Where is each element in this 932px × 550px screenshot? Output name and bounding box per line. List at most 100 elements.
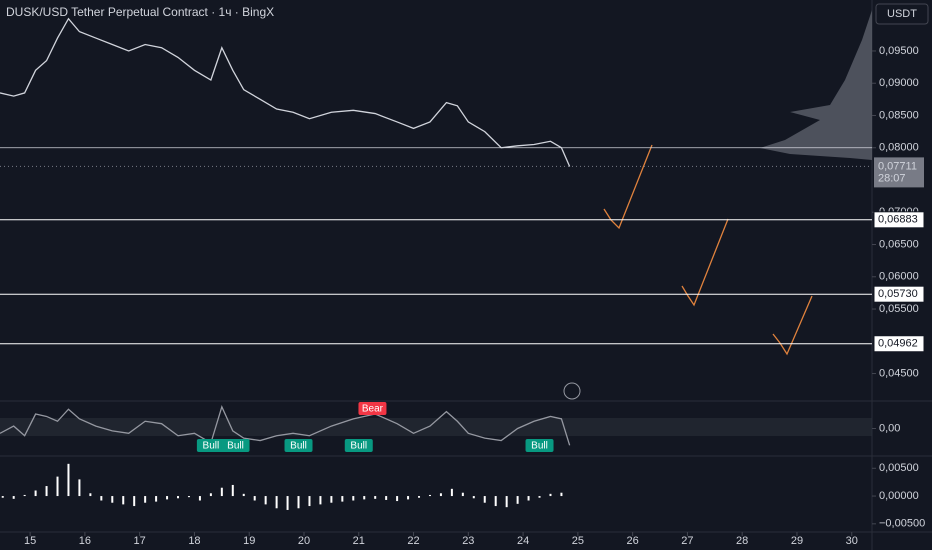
level-label: 0,05730 <box>878 288 918 300</box>
y-tick-label: 0,08500 <box>879 109 919 121</box>
series-line <box>0 17 571 167</box>
level-label: 0,06883 <box>878 214 918 226</box>
x-tick-label: 17 <box>134 535 146 547</box>
annotation-label: Bull <box>531 441 548 452</box>
bar <box>144 496 147 503</box>
bar <box>363 496 366 500</box>
bar <box>34 490 37 497</box>
x-tick-label: 28 <box>736 535 748 547</box>
x-tick-label: 25 <box>572 535 584 547</box>
chart-title: DUSK/USD Tether Perpetual Contract · 1ч … <box>6 5 274 19</box>
bar <box>111 496 114 503</box>
last-price-label: 0,07711 <box>878 160 917 172</box>
x-tick-label: 15 <box>24 535 36 547</box>
bar <box>286 496 289 510</box>
bar <box>330 496 333 503</box>
bar <box>494 496 497 507</box>
bar <box>385 496 388 500</box>
bar <box>209 493 212 497</box>
x-tick-label: 29 <box>791 535 803 547</box>
annotation-box <box>358 402 387 415</box>
y-tick-label: 0,05500 <box>879 303 919 315</box>
x-tick-label: 20 <box>298 535 310 547</box>
bar <box>45 486 48 497</box>
bar <box>220 487 223 497</box>
bar <box>407 496 410 500</box>
x-tick-label: 27 <box>681 535 693 547</box>
y-tick-label: 0,09000 <box>879 77 919 89</box>
bar <box>100 496 103 501</box>
bar <box>12 496 15 499</box>
y-tick-label: −0,00500 <box>879 518 925 530</box>
bar <box>1 496 4 498</box>
y-tick-label: 0,06500 <box>879 238 919 250</box>
x-tick-label: 22 <box>407 535 419 547</box>
x-tick-label: 18 <box>188 535 200 547</box>
projection-arrow <box>603 144 653 230</box>
bar <box>264 496 267 505</box>
level-label: 0,04962 <box>878 338 918 350</box>
bar <box>439 493 442 497</box>
bar <box>242 493 245 497</box>
bar <box>428 494 431 497</box>
bar <box>418 496 421 498</box>
bar <box>187 496 190 498</box>
annotation-box <box>196 439 225 452</box>
bar <box>166 496 169 500</box>
bar <box>56 476 59 497</box>
y-tick-label: 0,00500 <box>879 462 919 474</box>
y-tick-label: 0,00000 <box>879 490 919 502</box>
annotation-label: Bear <box>362 404 384 415</box>
projection-arrow <box>681 218 729 307</box>
annotation-box <box>344 439 373 452</box>
countdown: 28:07 <box>878 172 906 184</box>
bar <box>253 496 256 501</box>
x-tick-label: 19 <box>243 535 255 547</box>
bar <box>177 496 180 499</box>
bar <box>23 494 26 497</box>
projection-arrow <box>772 295 813 356</box>
bar <box>450 488 453 497</box>
annotation-box <box>221 439 250 452</box>
currency[interactable]: USDT <box>887 8 917 20</box>
annotation-label: Bull <box>350 441 367 452</box>
bar <box>560 492 563 497</box>
bar <box>472 496 475 499</box>
annotation-label: Bull <box>227 441 244 452</box>
x-tick-label: 26 <box>627 535 639 547</box>
lightning-icon[interactable] <box>563 382 581 400</box>
bar <box>89 493 92 497</box>
bar <box>297 496 300 509</box>
last-price-box <box>874 157 924 188</box>
bar <box>516 496 519 504</box>
bar <box>133 496 136 507</box>
bar <box>319 496 322 505</box>
bar <box>505 496 508 508</box>
oscillator-band <box>0 418 872 436</box>
bar <box>67 463 70 497</box>
bar <box>527 496 530 501</box>
bar <box>78 479 81 497</box>
bar <box>275 496 278 509</box>
bar <box>538 496 541 498</box>
bar <box>461 492 464 497</box>
bar <box>341 496 344 502</box>
level-label-box <box>873 211 925 229</box>
series-line <box>0 404 571 446</box>
x-tick-label: 16 <box>79 535 91 547</box>
annotation-label: Bull <box>203 441 220 452</box>
x-tick-label: 30 <box>846 535 858 547</box>
bar <box>549 493 552 497</box>
currency-button[interactable] <box>875 3 929 25</box>
bar <box>352 496 355 501</box>
bar <box>396 496 399 502</box>
level-label-box <box>873 285 925 303</box>
annotation-box <box>525 439 554 452</box>
bar <box>198 496 201 501</box>
y-tick-label: 0,04500 <box>879 367 919 379</box>
level-label-box <box>873 335 925 353</box>
volume-profile <box>760 10 872 160</box>
